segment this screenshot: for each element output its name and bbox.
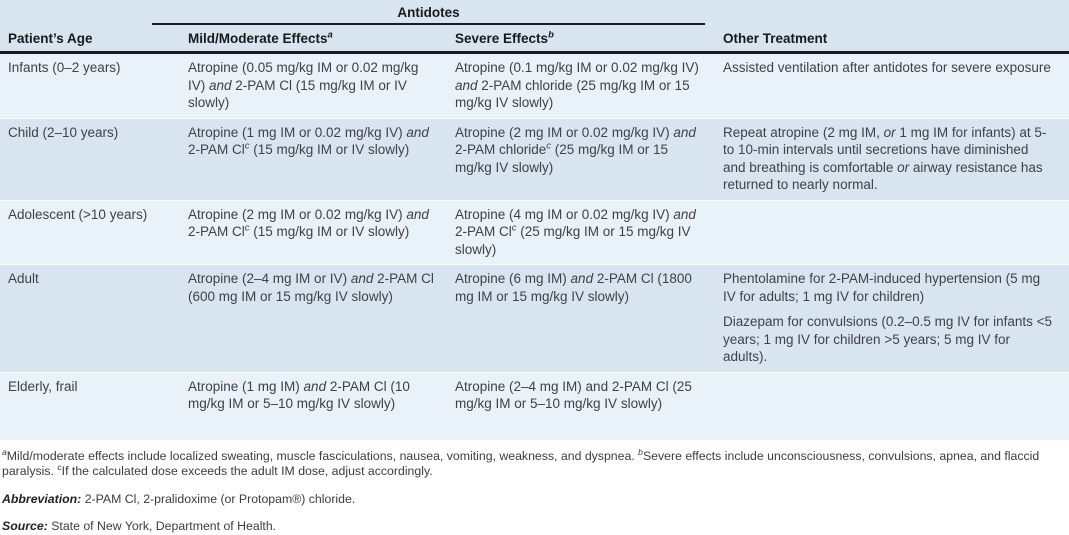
age-cell: Child (2–10 years) [8, 124, 119, 140]
severe-effects-cell: Atropine (4 mg IM or 0.02 mg/kg IV) and … [455, 206, 696, 257]
severe-effects-cell: Atropine (2 mg IM or 0.02 mg/kg IV) and … [455, 124, 696, 175]
other-treatment-cell [723, 201, 1069, 265]
table-row-elderly: Elderly, frail Atropine (1 mg IM) and 2-… [0, 372, 1069, 441]
age-cell: Elderly, frail [8, 378, 78, 394]
footnote-abbreviation: Abbreviation: 2-PAM Cl, 2-pralidoxime (o… [2, 492, 1064, 508]
age-cell: Adolescent (>10 years) [8, 206, 148, 222]
source-text: State of New York, Department of Health. [51, 519, 277, 533]
footnotes: aMild/moderate effects include localized… [0, 441, 1069, 535]
table-row-adolescent: Adolescent (>10 years) Atropine (2 mg IM… [0, 200, 1069, 265]
table-header: Antidotes Patient’s Age Mild/Moderate Ef… [0, 0, 1069, 54]
mild-effects-cell: Atropine (1 mg IM) and 2-PAM Cl (10 mg/k… [188, 378, 410, 412]
antidotes-spanner-heading: Antidotes [152, 5, 705, 25]
mild-effects-cell: Atropine (0.05 mg/kg IM or 0.02 mg/kg IV… [188, 60, 419, 110]
mild-effects-cell: Atropine (2 mg IM or 0.02 mg/kg IV) and … [188, 206, 429, 240]
age-cell: Adult [8, 271, 39, 286]
footnote-source: Source: State of New York, Department of… [2, 519, 1064, 535]
other-treatment-cell: Phentolamine for 2-PAM-induced hypertens… [723, 265, 1069, 372]
source-label: Source: [2, 519, 48, 533]
abbreviation-text: 2-PAM Cl, 2-pralidoxime (or Protopam®) c… [84, 491, 356, 506]
other-treatment-cell: Repeat atropine (2 mg IM, or 1 mg IM for… [723, 119, 1069, 200]
other-treatment-cell: Assisted ventilation after antidotes for… [723, 54, 1069, 118]
other-treatment-cell [723, 373, 1069, 440]
other-treatment-paragraph: Phentolamine for 2-PAM-induced hypertens… [723, 271, 1041, 304]
footnote-effects-definitions: aMild/moderate effects include localized… [2, 446, 1040, 478]
mild-effects-cell: Atropine (2–4 mg IM or IV) and 2-PAM Cl … [188, 271, 434, 304]
severe-effects-cell: Atropine (6 mg IM) and 2-PAM Cl (1800 mg… [455, 271, 692, 304]
severe-effects-cell: Atropine (2–4 mg IM) and 2-PAM Cl (25 mg… [455, 378, 692, 412]
table-row-adult: Adult Atropine (2–4 mg IM or IV) and 2-P… [0, 265, 1069, 373]
column-header-row: Patient’s Age Mild/Moderate Effectsa Sev… [0, 25, 1069, 51]
table-row-child: Child (2–10 years) Atropine (1 mg IM or … [0, 118, 1069, 201]
column-header-mild-moderate: Mild/Moderate Effectsa [188, 29, 333, 46]
spanner-row: Antidotes [0, 0, 1069, 25]
column-header-other-treatment: Other Treatment [723, 31, 828, 46]
column-header-patients-age: Patient’s Age [8, 31, 93, 46]
other-treatment-paragraph: Assisted ventilation after antidotes for… [723, 60, 1051, 75]
column-header-severe: Severe Effectsb [455, 29, 554, 46]
abbreviation-label: Abbreviation: [2, 491, 82, 506]
other-treatment-paragraph: Repeat atropine (2 mg IM, or 1 mg IM for… [723, 124, 1047, 193]
severe-effects-cell: Atropine (0.1 mg/kg IM or 0.02 mg/kg IV)… [455, 60, 699, 110]
other-treatment-paragraph: Diazepam for convulsions (0.2–0.5 mg IV … [723, 314, 1053, 364]
age-cell: Infants (0–2 years) [8, 60, 121, 75]
mild-effects-cell: Atropine (1 mg IM or 0.02 mg/kg IV) and … [188, 124, 429, 158]
table-row-infants: Infants (0–2 years) Atropine (0.05 mg/kg… [0, 54, 1069, 119]
